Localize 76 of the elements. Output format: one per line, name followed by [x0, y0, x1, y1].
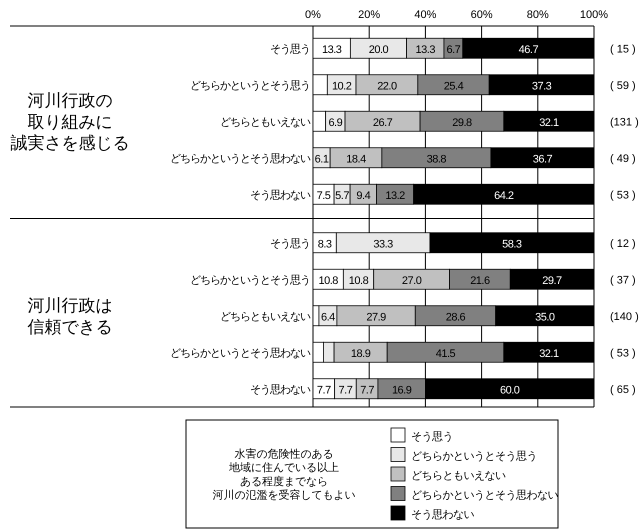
y-tick-label: そう思う	[270, 238, 310, 250]
data-label: 26.7	[372, 116, 393, 129]
data-label: 20.0	[368, 44, 389, 56]
data-label: 22.0	[377, 80, 397, 92]
data-label: 18.4	[346, 153, 366, 166]
data-label: 64.2	[494, 190, 514, 202]
data-label: 10.8	[318, 274, 338, 287]
data-label: 13.2	[385, 190, 406, 202]
data-label: 29.8	[452, 116, 472, 129]
data-label: 9.4	[356, 190, 371, 202]
x-tick-label: 60%	[470, 9, 493, 21]
x-tick-label: 40%	[414, 9, 437, 21]
data-label: 7.5	[316, 190, 331, 202]
legend-label: どちらかというとそう思う	[411, 450, 537, 462]
y-tick-label: どちらかというとそう思わない	[170, 347, 311, 360]
y-tick-label: そう思わない	[250, 189, 311, 202]
text: ( 12 )	[610, 238, 636, 250]
text: 河川行政の取り組みに誠実さを感じる	[10, 91, 130, 152]
data-label: 58.3	[502, 238, 522, 250]
y-tick-label: どちらかというとそう思わない	[170, 152, 311, 165]
data-label: 35.0	[535, 311, 555, 324]
text: ( 49 )	[610, 152, 636, 165]
data-label: 25.4	[444, 80, 464, 92]
data-label: 21.6	[470, 274, 490, 287]
data-label: 13.3	[322, 44, 342, 56]
data-label: 7.7	[316, 384, 332, 396]
y-tick-label: どちらかというとそう思う	[190, 274, 310, 286]
data-label: 27.0	[402, 274, 422, 287]
x-tick-label: 0%	[305, 9, 322, 21]
data-label: 33.3	[373, 238, 394, 250]
data-label: 6.7	[446, 44, 461, 56]
data-label: 16.9	[392, 384, 412, 396]
x-tick-label: 80%	[526, 9, 550, 21]
text: ( 15 )	[610, 43, 636, 56]
data-label: 7.7	[338, 384, 353, 396]
data-label: 18.9	[350, 348, 371, 360]
data-label: 38.8	[426, 153, 446, 166]
data-label: 32.1	[539, 348, 559, 360]
text: (140 )	[610, 310, 639, 323]
legend-title: 水害の危険性のある地域に住んでいる以上ある程度までなら河川の氾濫を受容してもよい	[212, 447, 356, 502]
data-label: 6.9	[328, 116, 343, 129]
legend-label: そう思う	[411, 431, 453, 443]
data-label: 60.0	[500, 384, 520, 396]
text: (131 )	[610, 116, 639, 128]
data-label: 36.7	[532, 153, 553, 166]
data-label: 6.4	[320, 311, 336, 324]
data-label: 27.9	[366, 311, 386, 324]
legend-label: どちらかというとそう思わない	[411, 490, 558, 502]
data-label: 13.3	[416, 44, 436, 56]
data-label: 6.1	[314, 153, 329, 166]
data-label: 37.3	[532, 80, 552, 92]
text: ( 53 )	[610, 347, 636, 360]
data-label: 5.7	[335, 190, 350, 202]
data-label: 8.3	[318, 238, 332, 250]
data-label: 32.1	[539, 116, 559, 129]
data-label: 46.7	[518, 44, 538, 56]
legend-label: そう思わない	[411, 509, 474, 521]
legend-label: どちらともいえない	[411, 470, 506, 482]
data-label: 7.7	[360, 384, 374, 396]
text: ( 53 )	[610, 189, 636, 202]
y-tick-label: そう思わない	[250, 384, 311, 396]
x-tick-label: 20%	[358, 9, 380, 21]
data-label: 29.7	[542, 274, 562, 287]
x-tick-label: 100%	[580, 9, 608, 21]
data-label: 10.2	[332, 80, 352, 92]
data-label: 28.6	[446, 311, 466, 324]
text: ( 37 )	[610, 274, 636, 286]
data-label: 10.8	[348, 274, 369, 287]
text: 河川行政は信頼できる	[28, 296, 112, 336]
text: ( 65 )	[610, 384, 636, 396]
y-tick-label: どちらともいえない	[220, 116, 311, 128]
y-tick-label: どちらともいえない	[220, 310, 311, 323]
y-tick-label: そう思う	[270, 43, 310, 56]
text: ( 59 )	[610, 80, 636, 92]
data-label: 41.5	[436, 348, 456, 360]
y-tick-label: どちらかというとそう思う	[190, 80, 310, 92]
